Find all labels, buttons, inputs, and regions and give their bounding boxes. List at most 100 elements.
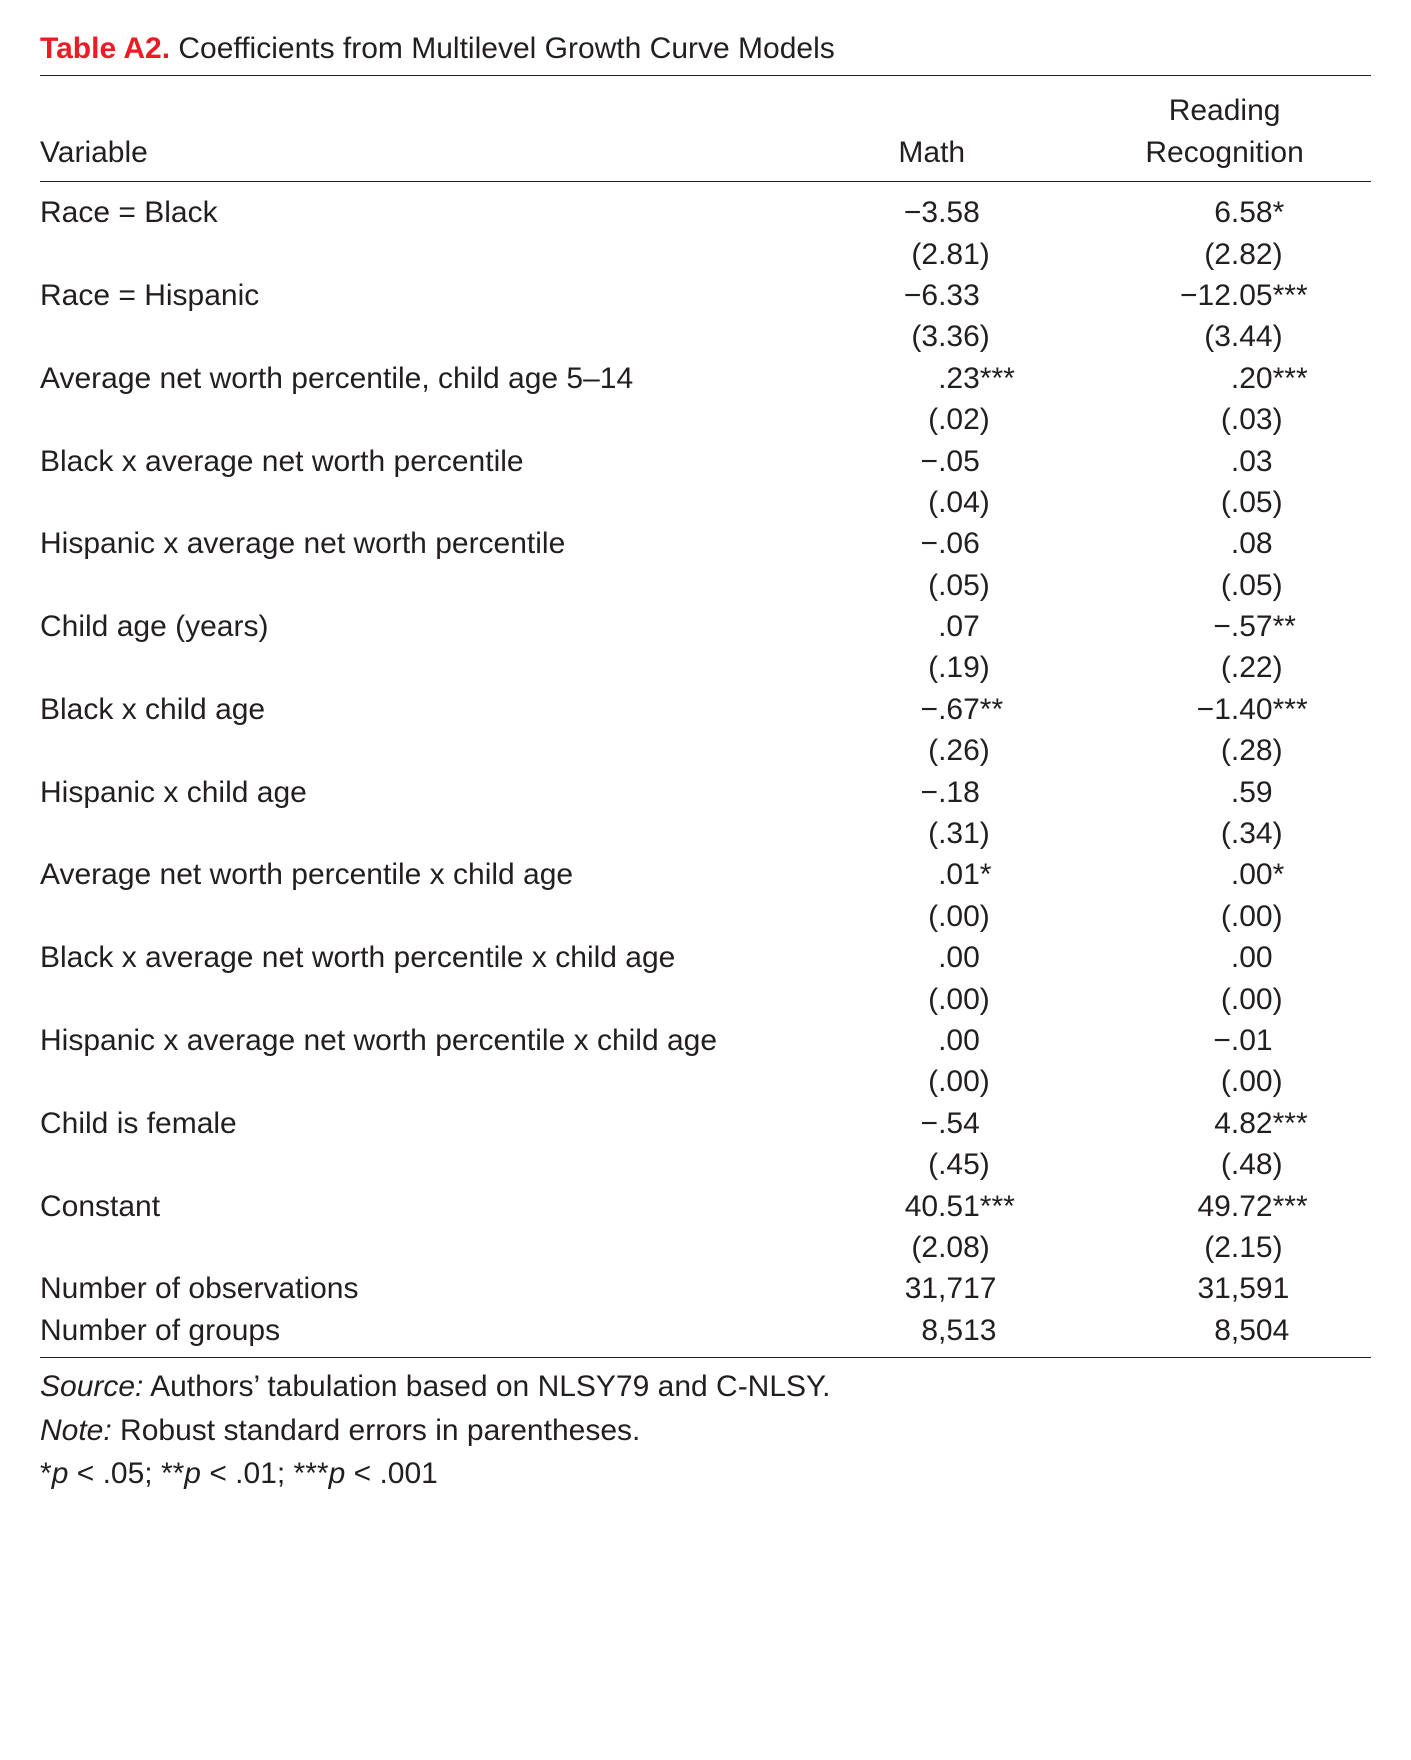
cell-read-se: (.03) (1078, 399, 1371, 440)
cell-math-coef: .23*** (785, 358, 1078, 399)
cell-math-se: (.45) (785, 1144, 1078, 1185)
table-row: Hispanic x average net worth percentile−… (40, 523, 1371, 564)
col-header-reading-l1: Reading (1169, 94, 1281, 127)
cell-read-summary: 8,504 (1078, 1310, 1371, 1358)
cell-math-coef: −.06 (785, 523, 1078, 564)
cell-read-se: (3.44) (1078, 316, 1371, 357)
cell-math-coef: −.54 (785, 1103, 1078, 1144)
table-row: Child age (years).07−.57** (40, 606, 1371, 647)
row-label-blank (40, 813, 785, 854)
cell-read-coef: −.01 (1078, 1020, 1371, 1061)
table-row-summary: Number of observations31,71731,591 (40, 1268, 1371, 1309)
row-label-blank (40, 1061, 785, 1102)
row-label: Black x average net worth percentile (40, 441, 785, 482)
cell-read-se: (.00) (1078, 1061, 1371, 1102)
cell-math-se: (2.81) (785, 234, 1078, 275)
row-label-blank (40, 234, 785, 275)
row-label: Race = Hispanic (40, 275, 785, 316)
cell-read-se: (.34) (1078, 813, 1371, 854)
table-row: Hispanic x child age−.18.59 (40, 772, 1371, 813)
cell-math-se: (.00) (785, 979, 1078, 1020)
table-row-summary: Number of groups8,5138,504 (40, 1310, 1371, 1358)
cell-math-summary: 31,717 (785, 1268, 1078, 1309)
cell-math-se: (.00) (785, 896, 1078, 937)
cell-read-coef: .08 (1078, 523, 1371, 564)
row-label: Constant (40, 1186, 785, 1227)
table-row-se: (.00)(.00) (40, 979, 1371, 1020)
table-row: Black x child age−.67**−1.40*** (40, 689, 1371, 730)
col-header-math: Math (785, 76, 1078, 181)
cell-read-se: (2.15) (1078, 1227, 1371, 1268)
note-source: Source: Authors’ tabulation based on NLS… (40, 1366, 1371, 1407)
col-header-variable: Variable (40, 76, 785, 181)
cell-read-coef: 49.72*** (1078, 1186, 1371, 1227)
cell-read-se: (.05) (1078, 565, 1371, 606)
cell-math-coef: −3.58 (785, 182, 1078, 234)
note-significance: *p < .05; **p < .01; ***p < .001 (40, 1453, 1371, 1494)
row-label: Average net worth percentile, child age … (40, 358, 785, 399)
table-notes: Source: Authors’ tabulation based on NLS… (40, 1358, 1371, 1494)
cell-read-coef: 4.82*** (1078, 1103, 1371, 1144)
cell-math-coef: −.05 (785, 441, 1078, 482)
cell-read-se: (.05) (1078, 482, 1371, 523)
table-row: Average net worth percentile, child age … (40, 358, 1371, 399)
table-row-se: (.02)(.03) (40, 399, 1371, 440)
row-label-blank (40, 482, 785, 523)
row-label: Race = Black (40, 182, 785, 234)
row-label-blank (40, 979, 785, 1020)
row-label-blank (40, 1227, 785, 1268)
cell-math-coef: .00 (785, 937, 1078, 978)
note-se: Note: Robust standard errors in parenthe… (40, 1410, 1371, 1451)
cell-read-coef: .20*** (1078, 358, 1371, 399)
table-row: Black x average net worth percentile x c… (40, 937, 1371, 978)
cell-math-se: (.31) (785, 813, 1078, 854)
row-label: Average net worth percentile x child age (40, 854, 785, 895)
table-row-se: (.31)(.34) (40, 813, 1371, 854)
col-header-reading: Reading Recognition (1078, 76, 1371, 181)
row-label-blank (40, 647, 785, 688)
cell-math-summary: 8,513 (785, 1310, 1078, 1358)
cell-read-se: (.00) (1078, 896, 1371, 937)
row-label-blank (40, 399, 785, 440)
cell-math-se: (.04) (785, 482, 1078, 523)
row-label: Black x average net worth percentile x c… (40, 937, 785, 978)
table-row-se: (2.08)(2.15) (40, 1227, 1371, 1268)
cell-read-se: (.48) (1078, 1144, 1371, 1185)
row-label: Hispanic x child age (40, 772, 785, 813)
cell-read-coef: −12.05*** (1078, 275, 1371, 316)
cell-math-coef: .07 (785, 606, 1078, 647)
cell-read-se: (.28) (1078, 730, 1371, 771)
table-row: Black x average net worth percentile−.05… (40, 441, 1371, 482)
table-row: Hispanic x average net worth percentile … (40, 1020, 1371, 1061)
cell-math-se: (.05) (785, 565, 1078, 606)
table-row-se: (.00)(.00) (40, 1061, 1371, 1102)
cell-math-coef: 40.51*** (785, 1186, 1078, 1227)
row-label: Child age (years) (40, 606, 785, 647)
table-row: Race = Black−3.586.58* (40, 182, 1371, 234)
cell-math-se: (3.36) (785, 316, 1078, 357)
cell-math-se: (.02) (785, 399, 1078, 440)
table-row: Constant40.51***49.72*** (40, 1186, 1371, 1227)
cell-read-se: (2.82) (1078, 234, 1371, 275)
row-label: Hispanic x average net worth percentile … (40, 1020, 785, 1061)
table-title-row: Table A2. Coefficients from Multilevel G… (40, 28, 1371, 76)
cell-read-coef: −.57** (1078, 606, 1371, 647)
row-label: Hispanic x average net worth percentile (40, 523, 785, 564)
cell-math-coef: −6.33 (785, 275, 1078, 316)
row-label-blank (40, 730, 785, 771)
cell-read-coef: .00* (1078, 854, 1371, 895)
table-head: Variable Math Reading Recognition (40, 76, 1371, 181)
cell-math-se: (2.08) (785, 1227, 1078, 1268)
cell-read-summary: 31,591 (1078, 1268, 1371, 1309)
table-row: Race = Hispanic−6.33−12.05*** (40, 275, 1371, 316)
row-label-blank (40, 316, 785, 357)
table-body: Race = Black−3.586.58*(2.81)(2.82)Race =… (40, 182, 1371, 1358)
row-label-blank (40, 565, 785, 606)
table-row-se: (.26)(.28) (40, 730, 1371, 771)
results-table: Variable Math Reading Recognition Race =… (40, 76, 1371, 1358)
cell-read-coef: 6.58* (1078, 182, 1371, 234)
row-label: Child is female (40, 1103, 785, 1144)
table-container: Table A2. Coefficients from Multilevel G… (0, 0, 1411, 1536)
row-label-blank (40, 1144, 785, 1185)
row-label: Black x child age (40, 689, 785, 730)
